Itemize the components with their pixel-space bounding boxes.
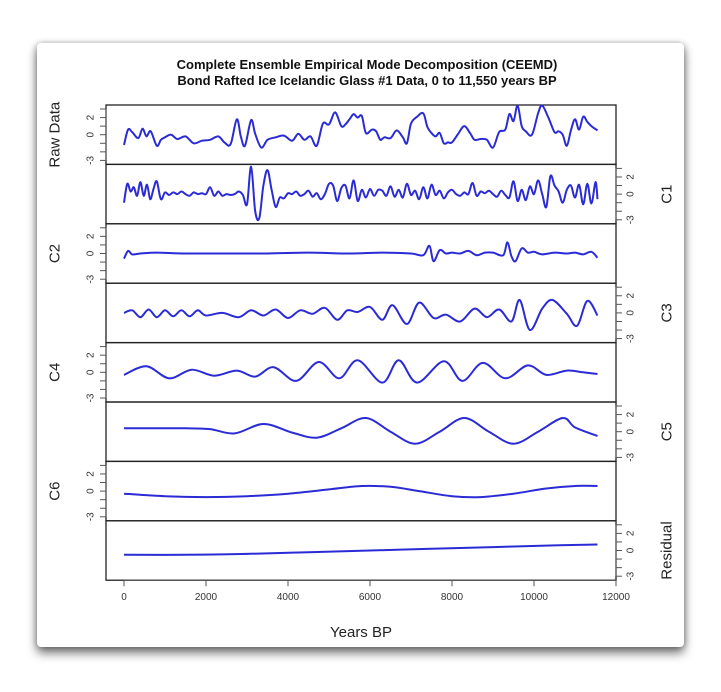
panel-c2: -3 0 2 C2 xyxy=(47,223,617,284)
chart-subtitle: Bond Rafted Ice Icelandic Glass #1 Data,… xyxy=(177,73,557,88)
y-tick-label: -3 xyxy=(86,393,97,402)
x-axis: 0 2000 4000 6000 8000 10000 12000 xyxy=(121,579,630,603)
chart-title: Complete Ensemble Empirical Mode Decompo… xyxy=(177,57,558,72)
series-line xyxy=(123,241,599,263)
y-tick-label: -3 xyxy=(86,156,97,165)
x-tick-label: 8000 xyxy=(441,592,464,603)
y-tick-label: 0 xyxy=(86,369,97,375)
panel-frame xyxy=(105,460,617,522)
series-line xyxy=(123,298,599,331)
x-tick-label: 6000 xyxy=(359,592,382,603)
panel-label: C6 xyxy=(47,482,64,501)
y-tick-label: 2 xyxy=(86,114,97,120)
panel-c4: -3 0 2 C4 xyxy=(47,341,617,403)
series-line xyxy=(123,165,599,222)
panel-frame xyxy=(105,104,617,166)
y-tick-label: 0 xyxy=(626,428,637,434)
panel-label: C4 xyxy=(47,363,64,382)
y-tick-label: 0 xyxy=(626,310,637,316)
y-tick-label: 2 xyxy=(86,471,97,477)
panel-label: C3 xyxy=(659,303,676,322)
panel-residual: -3 0 2 Residual xyxy=(105,520,676,581)
y-tick-label: -3 xyxy=(626,453,637,462)
y-tick-label: 0 xyxy=(626,547,637,553)
y-tick-label: 2 xyxy=(626,530,637,536)
panels: -3 0 2 Raw Data -3 0 2 C1 -3 0 2 C2 -3 0 2 C3 -3 0 2 C4 -3 0 2… xyxy=(47,101,676,581)
ceemd-chart: Complete Ensemble Empirical Mode Decompo… xyxy=(47,57,676,641)
y-tick-label: 2 xyxy=(86,352,97,358)
y-tick-label: 2 xyxy=(626,411,637,417)
x-tick-label: 2000 xyxy=(195,592,218,603)
panel-c3: -3 0 2 C3 xyxy=(105,282,676,344)
series-line xyxy=(123,104,599,149)
y-tick-label: 0 xyxy=(86,488,97,494)
y-tick-label: 2 xyxy=(626,293,637,299)
panel-label: C2 xyxy=(47,244,64,263)
chart-card: Complete Ensemble Empirical Mode Decompo… xyxy=(37,43,684,647)
y-tick-label: 2 xyxy=(626,174,637,180)
y-tick-label: -3 xyxy=(626,334,637,343)
panel-label: Raw Data xyxy=(47,101,64,168)
y-tick-label: -3 xyxy=(626,215,637,224)
y-tick-label: 2 xyxy=(86,233,97,239)
panel-raw-data: -3 0 2 Raw Data xyxy=(47,101,617,168)
y-tick-label: -3 xyxy=(86,512,97,521)
y-tick-label: 0 xyxy=(626,191,637,197)
series-line xyxy=(123,543,598,556)
x-tick-label: 12000 xyxy=(602,592,630,603)
series-line xyxy=(123,359,598,384)
y-tick-label: 0 xyxy=(86,131,97,137)
x-tick-label: 4000 xyxy=(277,592,300,603)
panel-label: Residual xyxy=(659,521,676,579)
x-tick-label: 10000 xyxy=(520,592,548,603)
y-tick-label: -3 xyxy=(86,274,97,283)
x-axis-label: Years BP xyxy=(330,624,392,641)
x-tick-label: 0 xyxy=(121,592,127,603)
panel-c5: -3 0 2 C5 xyxy=(105,401,676,463)
panel-c1: -3 0 2 C1 xyxy=(105,163,676,225)
series-line xyxy=(123,484,598,499)
y-tick-label: 0 xyxy=(86,250,97,256)
panel-label: C1 xyxy=(659,185,676,204)
series-line xyxy=(124,416,598,445)
panel-c6: -3 0 2 C6 xyxy=(47,460,617,522)
panel-label: C5 xyxy=(659,422,676,441)
y-tick-label: -3 xyxy=(626,571,637,580)
